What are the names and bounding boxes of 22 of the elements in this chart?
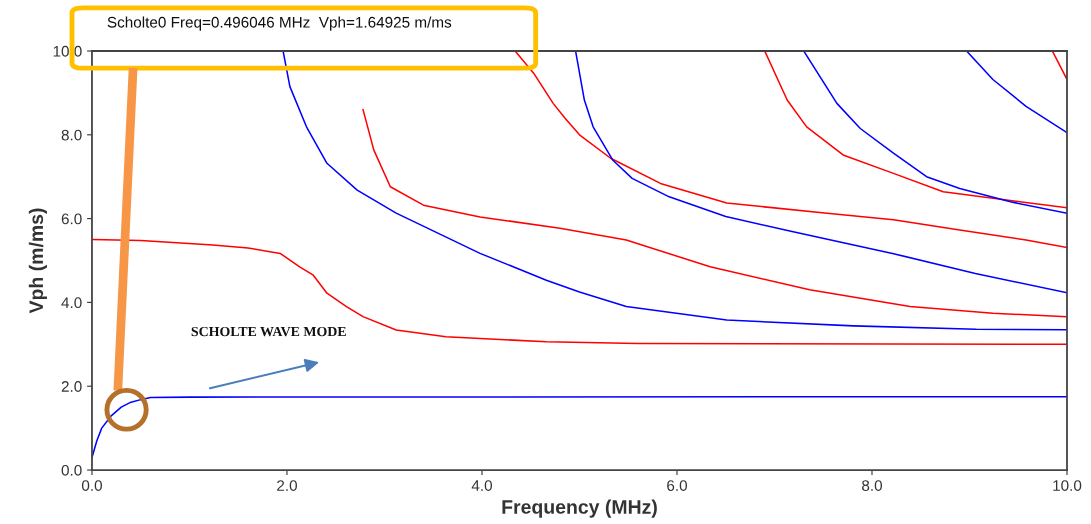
x-tick-label: 4.0 — [471, 480, 492, 491]
y-axis-title: Vph (m/ms) — [28, 208, 47, 314]
x-tick-label: 8.0 — [862, 480, 883, 491]
x-tick-label: 2.0 — [277, 480, 297, 491]
line-series — [91, 238, 1067, 346]
y-tick-label: 0.0 — [61, 464, 82, 476]
text: Scholte0 Freq=0.496046 MHz Vph=1.64925 m/ms — [107, 16, 452, 31]
y-tick-label: 8.0 — [61, 129, 82, 141]
line-series — [514, 50, 1067, 249]
x-axis-title: Frequency (MHz) — [502, 499, 657, 518]
y-tick-label: 2.0 — [61, 381, 82, 392]
x-tick-label: 6.0 — [667, 480, 688, 491]
x-tick-label: 0.0 — [81, 480, 102, 491]
annotation: SCHOLTE WAVE MODE — [191, 326, 346, 337]
line-series — [574, 50, 1067, 294]
x-tick-label: 10.0 — [1053, 480, 1082, 491]
line-series — [965, 50, 1067, 134]
line-series — [362, 108, 1067, 318]
line-series — [802, 50, 1067, 214]
y-tick-label: 6.0 — [61, 213, 82, 225]
y-tick-label: 4.0 — [61, 297, 82, 309]
line-series — [763, 50, 1067, 209]
